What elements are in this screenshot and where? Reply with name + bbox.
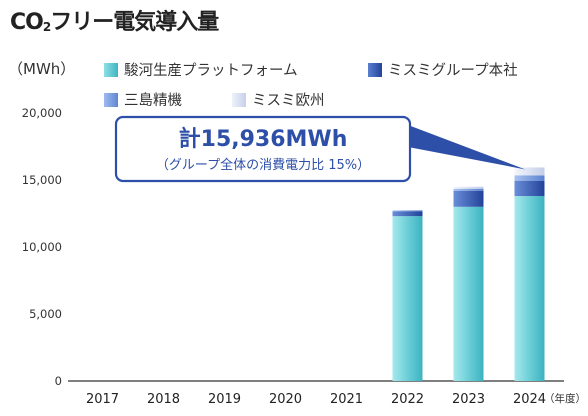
- legend-swatch-europe: [232, 92, 246, 107]
- bar-suruga-2022: [392, 216, 423, 381]
- callout-ratio: （グループ全体の消費電力比 15%）: [156, 157, 370, 173]
- unit-label: （MWh）: [8, 60, 76, 78]
- callout-pointer: [408, 125, 526, 170]
- bars-group: [392, 167, 545, 381]
- title-co: CO: [10, 10, 44, 35]
- x-tick-label: 2022: [391, 392, 424, 407]
- x-tick-label: 2024: [513, 392, 546, 407]
- legend-label-hq: ミスミグループ本社: [388, 63, 518, 79]
- x-axis-suffix: （年度）: [544, 392, 586, 405]
- y-tick-label: 0: [55, 374, 62, 388]
- y-tick-label: 10,000: [22, 240, 62, 254]
- legend-label-europe: ミスミ欧州: [252, 93, 325, 109]
- x-tick-label: 2019: [208, 392, 241, 407]
- bar-mishima-2022: [392, 210, 423, 212]
- bar-hq-2023: [453, 190, 484, 207]
- y-tick-label: 20,000: [22, 106, 62, 120]
- legend-item-mishima: 三島精機: [104, 89, 182, 110]
- legend-swatch-hq: [368, 62, 382, 77]
- callout: 計15,936MWh （グループ全体の消費電力比 15%）: [114, 115, 526, 183]
- legend-item-hq: ミスミグループ本社: [368, 59, 518, 80]
- bar-suruga-2023: [453, 206, 484, 381]
- bar-hq-2024: [514, 180, 545, 197]
- x-axis: 2017 2018 2019 2020 2021 2022 2023 2024（年度）: [86, 392, 586, 407]
- bar-hq-2022: [392, 211, 423, 217]
- legend-label-mishima: 三島精機: [124, 93, 182, 109]
- bar-mishima-2024: [514, 175, 545, 181]
- y-axis: 0 5,000 10,000 15,000 20,000: [22, 106, 564, 388]
- bar-suruga-2024: [514, 196, 545, 381]
- legend-swatch-mishima: [104, 92, 118, 107]
- callout-box: [114, 115, 412, 183]
- legend-label-suruga: 駿河生産プラットフォーム: [124, 63, 298, 79]
- y-tick-label: 5,000: [29, 307, 62, 321]
- x-tick-label: 2020: [269, 392, 302, 407]
- bar-europe-2024: [514, 167, 545, 176]
- x-tick-label: 2021: [330, 392, 363, 407]
- y-tick-label: 15,000: [22, 173, 62, 187]
- title-subscript: 2: [42, 20, 51, 34]
- bar-europe-2022: [392, 210, 423, 211]
- legend-item-europe: ミスミ欧州: [232, 89, 325, 110]
- chart-title: CO2フリー電気導入量: [10, 4, 219, 36]
- bar-europe-2023: [453, 186, 484, 189]
- callout-total: 計15,936MWh: [179, 126, 348, 152]
- x-tick-label: 2018: [147, 392, 180, 407]
- title-rest: フリー電気導入量: [50, 10, 219, 35]
- legend-item-suruga: 駿河生産プラットフォーム: [104, 59, 298, 80]
- x-tick-label: 2017: [86, 392, 119, 407]
- x-tick-label: 2023: [452, 392, 485, 407]
- bar-mishima-2023: [453, 188, 484, 191]
- legend-swatch-suruga: [104, 62, 118, 77]
